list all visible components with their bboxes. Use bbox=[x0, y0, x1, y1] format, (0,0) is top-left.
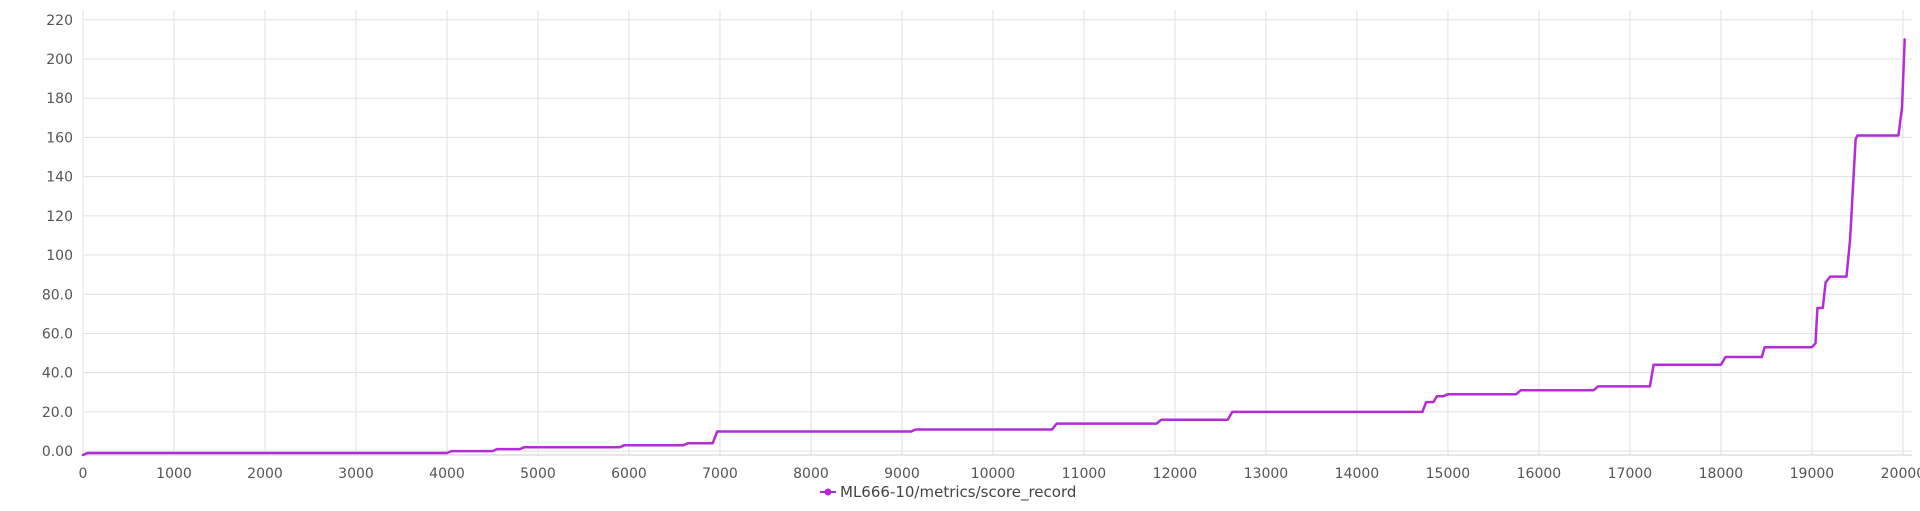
series-layer bbox=[81, 38, 1906, 457]
x-tick-label: 10000 bbox=[971, 466, 1016, 482]
x-tick-label: 6000 bbox=[611, 466, 647, 482]
legend-label: ML666-10/metrics/score_record bbox=[840, 483, 1076, 502]
x-tick-label: 2000 bbox=[247, 466, 283, 482]
y-tick-label: 60.0 bbox=[42, 326, 73, 342]
chart-grid bbox=[82, 10, 1912, 456]
y-tick-label: 120 bbox=[46, 209, 73, 225]
y-tick-label: 100 bbox=[46, 248, 73, 264]
x-axis: 0 1000 2000 3000 4000 5000 6000 7000 8000 9000 100… bbox=[79, 466, 1920, 482]
x-tick-label: 14000 bbox=[1335, 466, 1380, 482]
x-tick-label: 18000 bbox=[1699, 466, 1744, 482]
y-tick-label: 140 bbox=[46, 170, 73, 186]
x-tick-label: 13000 bbox=[1244, 466, 1289, 482]
legend[interactable]: ML666-10/metrics/score_record bbox=[820, 483, 1076, 502]
y-tick-label: 40.0 bbox=[42, 366, 73, 382]
x-tick-label: 7000 bbox=[702, 466, 738, 482]
x-tick-label: 8000 bbox=[793, 466, 829, 482]
y-tick-label: 0.00 bbox=[42, 444, 73, 460]
y-tick-label: 20.0 bbox=[42, 405, 73, 421]
x-tick-label: 0 bbox=[79, 466, 88, 482]
x-tick-label: 11000 bbox=[1062, 466, 1107, 482]
series-line[interactable] bbox=[81, 38, 1906, 457]
y-axis: 0.00 20.0 40.0 60.0 80.0 100 120 140 160 180 200 22… bbox=[42, 13, 73, 460]
x-tick-label: 1000 bbox=[156, 466, 192, 482]
x-tick-label: 20000 bbox=[1881, 466, 1920, 482]
x-tick-label: 9000 bbox=[884, 466, 920, 482]
x-tick-label: 12000 bbox=[1153, 466, 1198, 482]
y-tick-label: 180 bbox=[46, 91, 73, 107]
y-tick-label: 80.0 bbox=[42, 287, 73, 303]
y-tick-label: 200 bbox=[46, 52, 73, 68]
x-tick-label: 19000 bbox=[1790, 466, 1835, 482]
x-tick-label: 17000 bbox=[1608, 466, 1653, 482]
x-tick-label: 5000 bbox=[520, 466, 556, 482]
x-tick-label: 16000 bbox=[1517, 466, 1562, 482]
x-tick-label: 3000 bbox=[338, 466, 374, 482]
y-tick-label: 220 bbox=[46, 13, 73, 29]
x-tick-label: 4000 bbox=[429, 466, 465, 482]
x-tick-label: 15000 bbox=[1426, 466, 1471, 482]
legend-dot-marker bbox=[824, 488, 832, 496]
y-tick-label: 160 bbox=[46, 130, 73, 146]
